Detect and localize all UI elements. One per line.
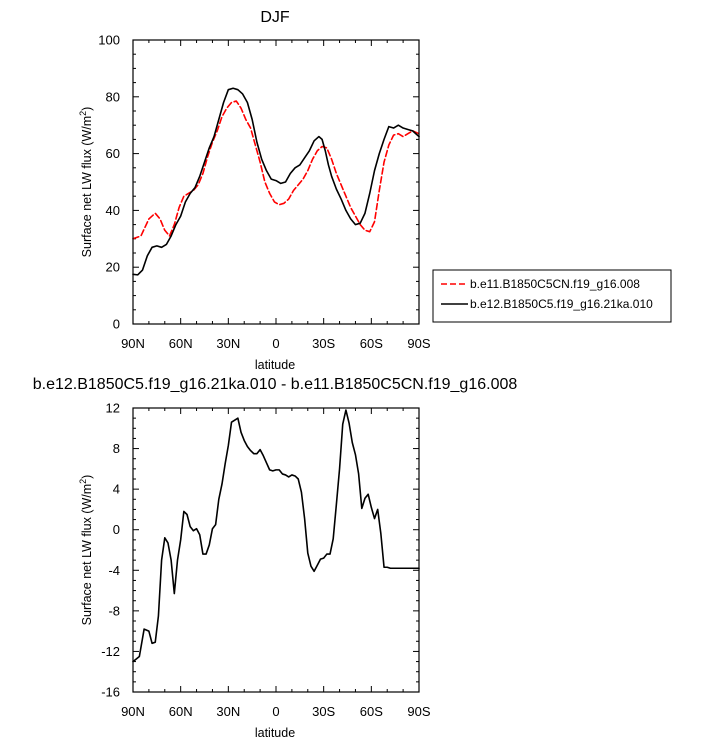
x-axis-title-bottom: latitude <box>255 726 295 740</box>
chart-title-bottom: b.e12.B1850C5.f19_g16.21ka.010 - b.e11.B… <box>33 376 518 393</box>
x-tick-label: 0 <box>272 336 279 351</box>
y-axis-title-end: ) <box>80 107 94 111</box>
y-tick-label: 4 <box>113 482 120 497</box>
x-tick-label: 30S <box>312 704 335 719</box>
legend-label-series-2: b.e12.B1850C5.f19_g16.21ka.010 <box>470 297 653 311</box>
svg-text:Surface net LW flux (W/m2): Surface net LW flux (W/m2) <box>78 107 94 258</box>
y-axis-title-bottom: Surface net LW flux (W/m2) <box>78 475 94 626</box>
x-axis-title-top: latitude <box>255 358 295 372</box>
y-tick-label: 0 <box>113 522 120 537</box>
chart-panel-top: DJF Surface net LW flux (W/m2) latitude … <box>78 9 672 372</box>
y-axis-title-sup: 2 <box>78 479 88 484</box>
y-tick-label: 8 <box>113 441 120 456</box>
y-tick-label: 40 <box>106 203 120 218</box>
x-tick-label: 60N <box>169 336 193 351</box>
legend: b.e11.B1850C5CN.f19_g16.008 b.e12.B1850C… <box>432 269 672 323</box>
chart-title-top: DJF <box>260 9 290 26</box>
y-axis-title-text: Surface net LW flux (W/m <box>80 484 94 625</box>
x-tick-label: 30N <box>216 704 240 719</box>
y-tick-label: 60 <box>106 146 120 161</box>
legend-label-series-1: b.e11.B1850C5CN.f19_g16.008 <box>470 277 640 291</box>
y-tick-label: -16 <box>101 685 120 700</box>
x-tick-label: 0 <box>272 704 279 719</box>
x-tick-label: 90N <box>121 704 145 719</box>
plot-frame-bottom <box>132 407 420 693</box>
y-tick-label: -4 <box>108 563 120 578</box>
y-tick-label: -12 <box>101 644 120 659</box>
x-tick-label: 90N <box>121 336 145 351</box>
plot-frame-top <box>132 39 420 325</box>
x-tick-label: 90S <box>407 704 430 719</box>
x-tick-label: 90S <box>407 336 430 351</box>
y-tick-label: 80 <box>106 89 120 104</box>
y-tick-label: 0 <box>113 317 120 332</box>
y-axis-title-end: ) <box>80 475 94 479</box>
x-tick-label: 60N <box>169 704 193 719</box>
legend-box <box>432 269 672 323</box>
y-axis-title-top: Surface net LW flux (W/m2) <box>78 107 94 258</box>
series-line-bottom-1 <box>132 409 420 663</box>
series-line-top-1 <box>132 100 420 240</box>
x-tick-label: 30S <box>312 336 335 351</box>
series-line-top-2 <box>132 87 420 276</box>
chart-panel-bottom: b.e12.B1850C5.f19_g16.21ka.010 - b.e11.B… <box>33 376 518 740</box>
x-tick-label: 60S <box>360 704 383 719</box>
y-tick-label: 12 <box>106 401 120 416</box>
svg-text:Surface net LW flux (W/m2): Surface net LW flux (W/m2) <box>78 475 94 626</box>
y-axis-title-sup: 2 <box>78 111 88 116</box>
y-axis-title-text: Surface net LW flux (W/m <box>80 116 94 257</box>
y-tick-label: 100 <box>98 33 120 48</box>
x-tick-label: 30N <box>216 336 240 351</box>
y-tick-label: 20 <box>106 260 120 275</box>
y-tick-label: -8 <box>108 603 120 618</box>
x-tick-label: 60S <box>360 336 383 351</box>
